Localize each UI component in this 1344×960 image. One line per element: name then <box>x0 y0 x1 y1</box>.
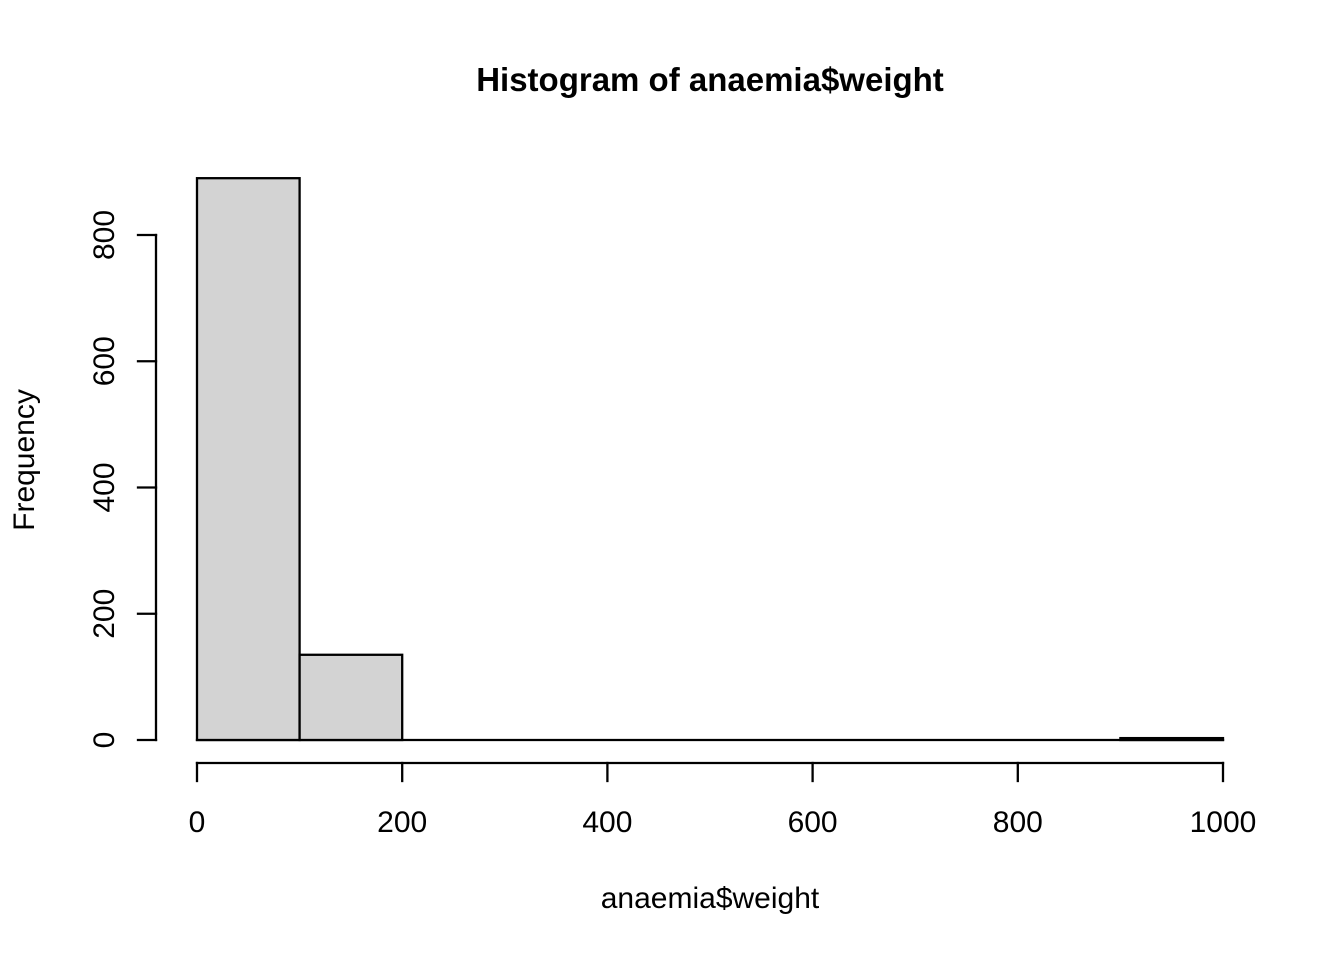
x-tick-label: 600 <box>788 806 838 839</box>
histogram-bar <box>298 653 404 742</box>
x-tick-label: 200 <box>377 806 427 839</box>
x-tick-label: 800 <box>993 806 1043 839</box>
y-axis: 0 200 400 600 800 <box>88 210 158 749</box>
x-tick-label: 0 <box>189 806 206 839</box>
x-tick-label: 1000 <box>1190 806 1257 839</box>
bars-group <box>195 177 1225 742</box>
y-tick-label: 800 <box>88 210 121 260</box>
y-axis-label: Frequency <box>8 389 41 531</box>
x-axis-label: anaemia$weight <box>601 882 820 915</box>
histogram-bar <box>1119 736 1225 742</box>
histogram-bar <box>195 177 301 742</box>
y-tick-label: 0 <box>88 732 121 749</box>
x-axis: 0 200 400 600 800 1000 <box>189 761 1257 839</box>
y-tick-label: 400 <box>88 462 121 512</box>
y-tick-label: 600 <box>88 336 121 386</box>
y-tick-label: 200 <box>88 589 121 639</box>
chart-title: Histogram of anaemia$weight <box>476 61 944 98</box>
x-tick-label: 400 <box>582 806 632 839</box>
